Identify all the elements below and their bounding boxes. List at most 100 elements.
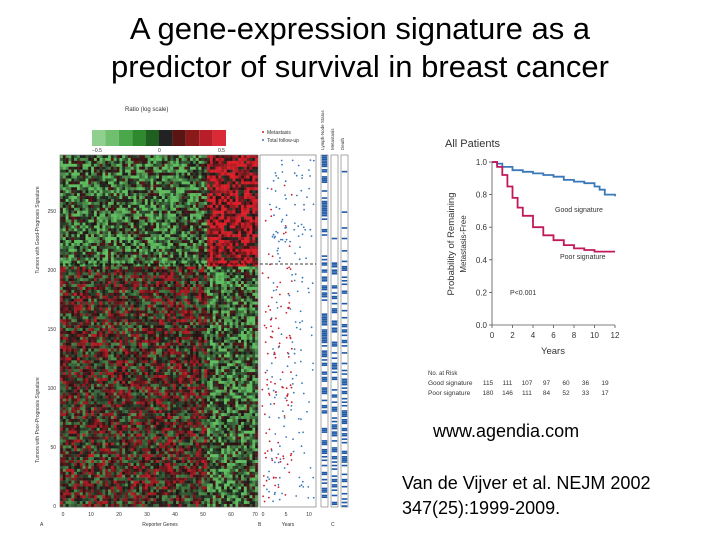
heatmap-cell xyxy=(99,336,103,340)
heatmap-cell xyxy=(65,193,69,197)
heatmap-cell xyxy=(68,175,72,179)
heatmap-cell xyxy=(127,160,131,164)
heatmap-cell xyxy=(184,266,188,270)
heatmap-cell xyxy=(204,204,208,208)
heatmap-cell xyxy=(252,178,256,182)
heatmap-cell xyxy=(255,272,259,276)
heatmap-cell xyxy=(71,284,75,288)
heatmap-cell xyxy=(130,310,134,314)
heatmap-cell xyxy=(161,175,165,179)
heatmap-cell xyxy=(235,240,239,244)
heatmap-cell xyxy=(195,231,199,235)
heatmap-cell xyxy=(235,216,239,220)
heatmap-cell xyxy=(147,184,151,188)
heatmap-cell xyxy=(71,301,75,305)
heatmap-cell xyxy=(184,157,188,162)
heatmap-cell xyxy=(178,345,182,349)
heatmap-cell xyxy=(88,216,92,220)
heatmap-cell xyxy=(249,169,253,173)
heatmap-cell xyxy=(178,201,182,206)
heatmap-cell xyxy=(130,316,134,320)
heatmap-cell xyxy=(125,295,129,299)
heatmap-cell xyxy=(91,263,95,267)
heatmap-cell xyxy=(153,155,157,159)
heatmap-cell xyxy=(221,272,225,276)
heatmap-cell xyxy=(60,357,64,361)
heatmap-cell xyxy=(99,289,103,294)
heatmap-cell xyxy=(178,354,182,358)
heatmap-cell xyxy=(204,263,208,267)
heatmap-cell xyxy=(243,234,247,238)
heatmap-cell xyxy=(181,175,185,179)
heatmap-cell xyxy=(62,166,66,170)
heatmap-cell xyxy=(147,298,151,302)
heatmap-cell xyxy=(153,175,157,179)
heatmap-cell xyxy=(238,243,242,247)
heatmap-cell xyxy=(133,204,137,208)
heatmap-cell xyxy=(142,292,146,296)
heatmap-cell xyxy=(150,260,154,264)
heatmap-cell xyxy=(195,184,199,188)
heatmap-cell xyxy=(79,207,83,211)
heatmap-cell xyxy=(195,155,199,159)
heatmap-cell xyxy=(207,360,211,364)
heatmap-cell xyxy=(156,292,160,296)
heatmap-cell xyxy=(204,216,208,220)
heatmap-cell xyxy=(215,251,219,255)
heatmap-cell xyxy=(170,178,174,182)
heatmap-cell xyxy=(190,316,194,320)
heatmap-cell xyxy=(122,245,126,250)
heatmap-cell xyxy=(241,257,245,261)
heatmap-cell xyxy=(167,316,171,320)
heatmap-cell xyxy=(130,196,134,200)
heatmap-cell xyxy=(167,263,171,267)
heatmap-cell xyxy=(99,354,103,358)
heatmap-cell xyxy=(150,328,154,332)
heatmap-cell xyxy=(122,322,126,326)
heatmap-cell xyxy=(224,301,228,305)
heatmap-cell xyxy=(108,333,112,338)
heatmap-cell xyxy=(76,234,80,238)
heatmap-cell xyxy=(91,248,95,252)
heatmap-cell xyxy=(108,287,112,291)
heatmap-cell xyxy=(175,331,179,335)
heatmap-cell xyxy=(192,260,196,264)
heatmap-cell xyxy=(170,248,174,252)
heatmap-cell xyxy=(184,281,188,285)
heatmap-cell xyxy=(221,248,225,252)
heatmap-cell xyxy=(91,231,95,235)
heatmap-cell xyxy=(215,245,219,250)
heatmap-cell xyxy=(241,360,245,364)
heatmap-cell xyxy=(62,184,66,188)
heatmap-cell xyxy=(156,310,160,314)
heatmap-cell xyxy=(130,187,134,191)
heatmap-cell xyxy=(96,345,100,349)
heatmap-cell xyxy=(215,210,219,214)
heatmap-cell xyxy=(116,178,120,182)
heatmap-cell xyxy=(85,163,89,167)
heatmap-cell xyxy=(82,248,86,252)
heatmap-cell xyxy=(184,248,188,252)
heatmap-cell xyxy=(68,219,72,223)
heatmap-cell xyxy=(79,184,83,188)
heatmap-cell xyxy=(159,263,163,267)
heatmap-cell xyxy=(187,243,191,247)
heatmap-cell xyxy=(102,213,106,217)
heatmap-cell xyxy=(125,172,129,176)
heatmap-cell xyxy=(76,207,80,211)
heatmap-cell xyxy=(74,181,78,185)
heatmap-cell xyxy=(133,178,137,182)
heatmap-cell xyxy=(85,307,89,311)
heatmap-cell xyxy=(130,307,134,311)
heatmap-cell xyxy=(195,207,199,211)
heatmap-cell xyxy=(119,354,123,358)
heatmap-cell xyxy=(241,172,245,176)
heatmap-cell xyxy=(204,339,208,343)
heatmap-cell xyxy=(60,263,64,267)
heatmap-cell xyxy=(136,284,140,288)
heatmap-cell xyxy=(170,219,174,223)
heatmap-cell xyxy=(215,269,219,273)
heatmap-cell xyxy=(175,281,179,285)
heatmap-cell xyxy=(136,193,140,197)
heatmap-cell xyxy=(212,228,216,232)
